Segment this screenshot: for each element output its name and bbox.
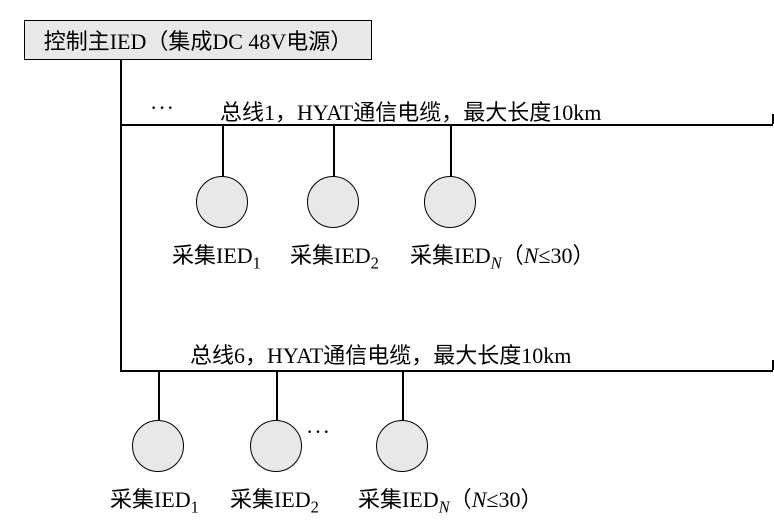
- bus6-drop-2: [276, 370, 278, 420]
- bus6-node-2: [250, 420, 302, 472]
- trunk-line: [120, 60, 122, 370]
- bus1-node-3: [424, 176, 476, 228]
- bus1-line: [120, 124, 773, 126]
- bus6-node-3: [376, 420, 428, 472]
- bus6-node-1: [132, 420, 184, 472]
- bus6-line: [120, 370, 773, 372]
- bus1-node-label-1: 采集IED1: [172, 238, 261, 273]
- bus6-node-label-3: 采集IEDN（N≤30）: [358, 482, 542, 517]
- bus6-nodes-ellipsis: ···: [306, 419, 331, 445]
- bus6-tick: [772, 360, 774, 370]
- bus6-node-label-1: 采集IED1: [110, 482, 199, 517]
- bus1-drop-1: [222, 124, 224, 176]
- bus1-node-1: [196, 176, 248, 228]
- bus1-node-label-3: 采集IEDN（N≤30）: [410, 238, 594, 273]
- bus1-label: 总线1，HYAT通信电缆，最大长度10km: [220, 95, 601, 127]
- bus1-node-2: [307, 176, 359, 228]
- bus6-node-label-2: 采集IED2: [230, 482, 319, 517]
- bus6-drop-3: [402, 370, 404, 420]
- master-ied-box: 控制主IED（集成DC 48V电源）: [24, 20, 372, 60]
- bus1-drop-3: [450, 124, 452, 176]
- bus6-label: 总线6，HYAT通信电缆，最大长度10km: [190, 338, 571, 370]
- bus1-node-label-2: 采集IED2: [290, 238, 379, 273]
- buses-ellipsis-top: ···: [150, 95, 175, 121]
- bus1-drop-2: [333, 124, 335, 176]
- bus1-tick: [772, 114, 774, 124]
- bus6-drop-1: [158, 370, 160, 420]
